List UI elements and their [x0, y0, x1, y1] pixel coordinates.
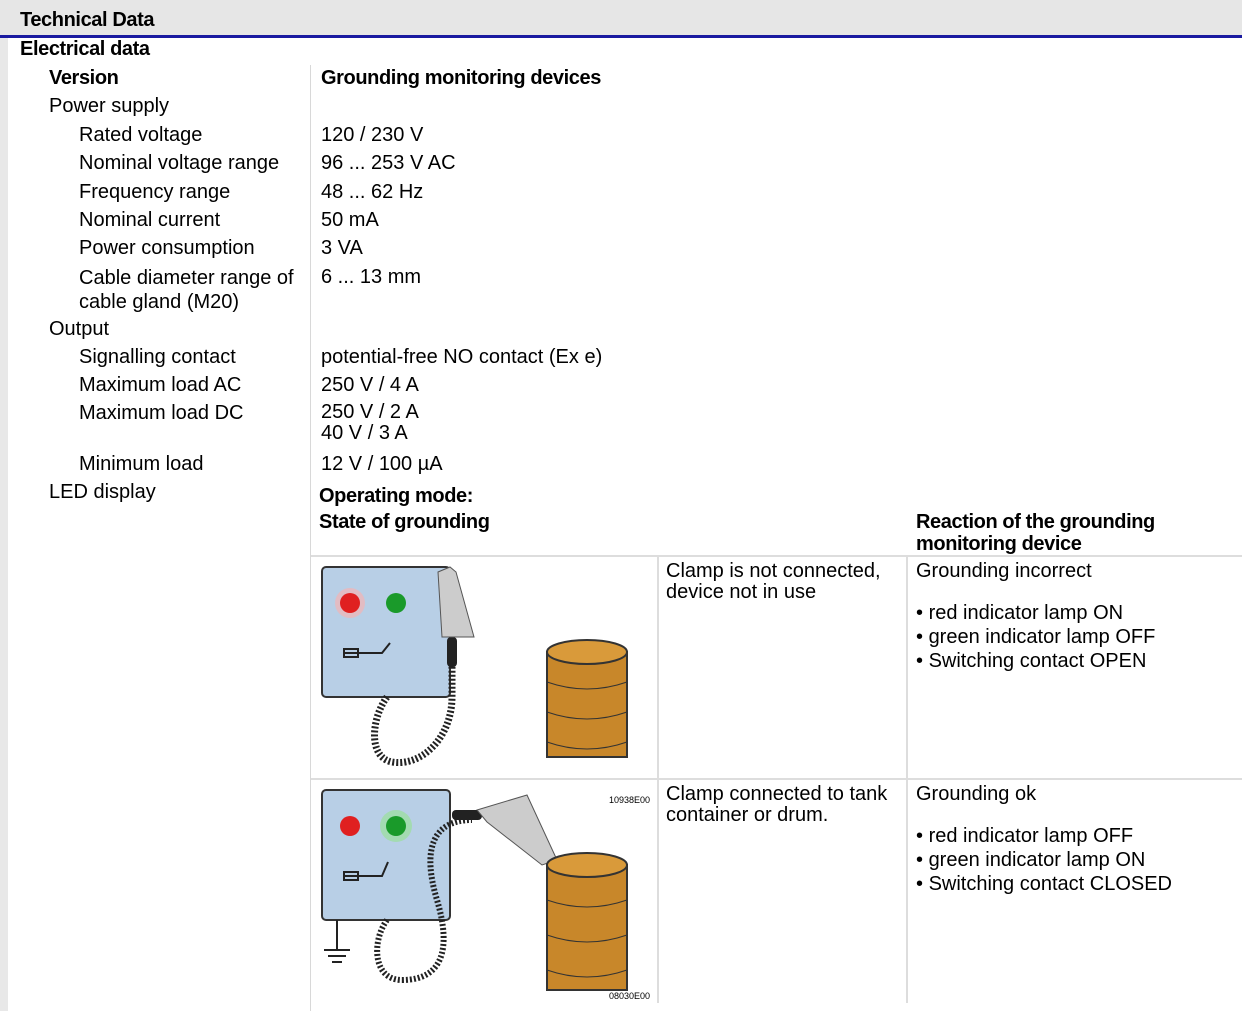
row-value: potential-free NO contact (Ex e) [321, 346, 603, 368]
state-illustrations [321, 566, 628, 991]
table-rule [311, 778, 1242, 780]
reaction-item: Switching contact CLOSED [916, 873, 1172, 895]
reaction-item: red indicator lamp OFF [916, 825, 1134, 847]
image-code: 08030E00 [608, 991, 650, 1001]
table-header: State of grounding [319, 511, 490, 533]
table-rule [657, 557, 659, 1003]
table-header: Reaction of the grounding monitoring dev… [916, 511, 1155, 555]
reaction-title: Grounding incorrect [916, 560, 1092, 582]
state-description: Clamp is not connected, device not in us… [666, 560, 881, 603]
reaction-item: red indicator lamp ON [916, 602, 1124, 624]
row-value: 6 ... 13 mm [321, 266, 422, 288]
version-label: Version [49, 67, 119, 89]
column-divider [310, 65, 311, 1011]
row-value: 48 ... 62 Hz [321, 181, 424, 203]
row-label: Cable diameter range of cable gland (M20… [79, 267, 294, 313]
row-label: Nominal voltage range [79, 152, 280, 174]
row-label: Minimum load [79, 453, 204, 475]
row-label: Signalling contact [79, 346, 236, 368]
row-label: Maximum load AC [79, 374, 242, 396]
row-value: 250 V / 4 A [321, 374, 419, 396]
row-label: Maximum load DC [79, 402, 244, 424]
table-rule [311, 555, 1242, 557]
row-value: 96 ... 253 V AC [321, 152, 456, 174]
mode-title: Operating mode: [319, 485, 474, 507]
reaction-item: Switching contact OPEN [916, 650, 1147, 672]
reaction-title: Grounding ok [916, 783, 1037, 805]
illustration-not-connected [321, 566, 628, 767]
version-value: Grounding monitoring devices [321, 67, 601, 89]
group-label: LED display [49, 481, 156, 503]
group-label: Power supply [49, 95, 170, 117]
row-label: Nominal current [79, 209, 221, 231]
page-title: Technical Data [20, 9, 155, 31]
row-value: 50 mA [321, 209, 379, 231]
row-value: 40 V / 3 A [321, 422, 408, 444]
image-code: 10938E00 [608, 795, 650, 805]
table-rule [906, 557, 908, 1003]
row-label: Power consumption [79, 237, 255, 259]
left-strip [0, 38, 8, 1011]
row-value: 120 / 230 V [321, 124, 424, 146]
group-label: Output [49, 318, 110, 340]
section-title: Electrical data [20, 38, 150, 60]
reaction-item: green indicator lamp OFF [916, 626, 1156, 648]
row-value: 12 V / 100 µA [321, 453, 443, 475]
header-bar [0, 0, 1242, 38]
row-label: Frequency range [79, 181, 231, 203]
row-value: 250 V / 2 A [321, 401, 419, 423]
row-value: 3 VA [321, 237, 363, 259]
row-label: Rated voltage [79, 124, 203, 146]
reaction-item: green indicator lamp ON [916, 849, 1146, 871]
state-description: Clamp connected to tank container or dru… [666, 783, 888, 826]
illustration-connected [321, 789, 628, 991]
